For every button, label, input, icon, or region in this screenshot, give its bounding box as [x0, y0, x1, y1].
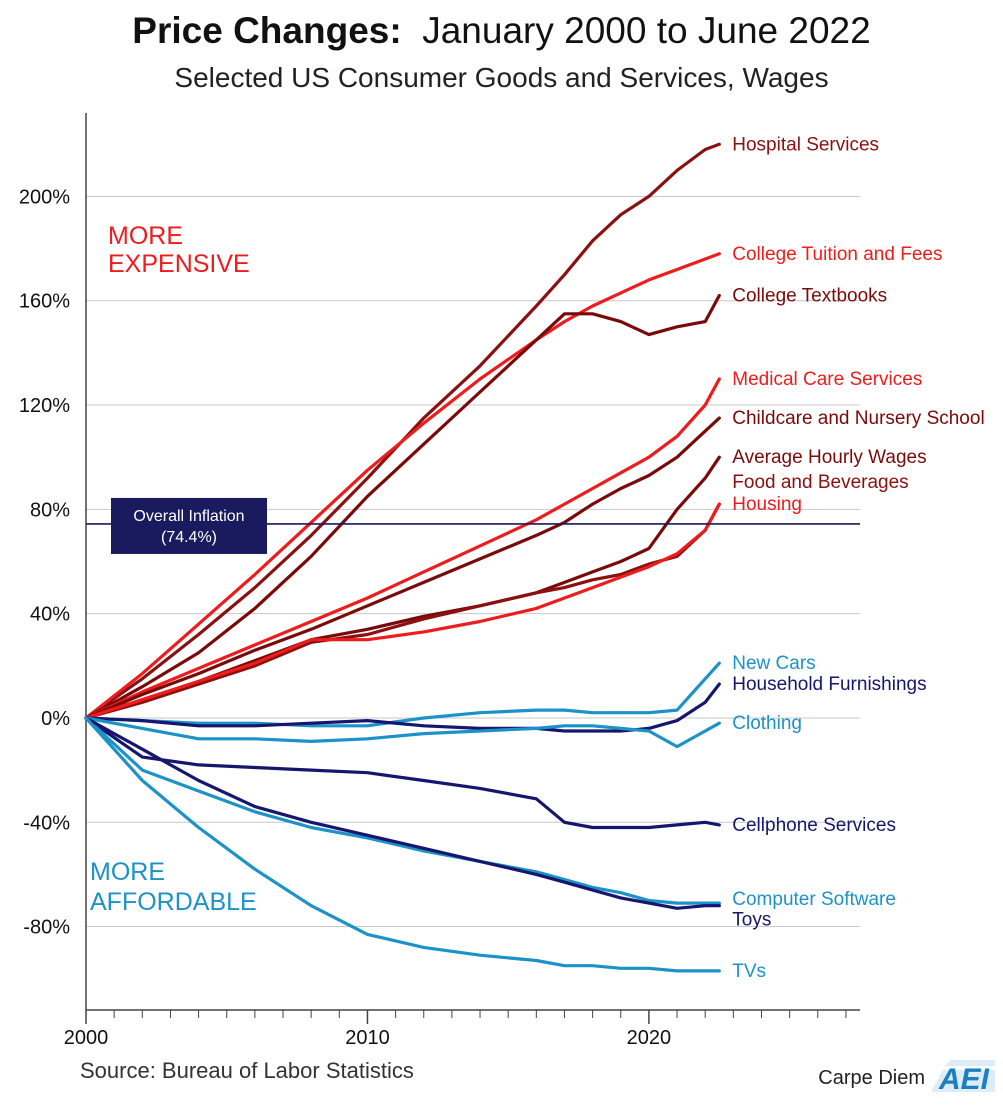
axes: 200% 160% 120% 80% 40% 0% -40% -80% 2000 2010 2020 [19, 113, 860, 1049]
grid-lines [86, 195, 860, 928]
series-label-housing: Housing [732, 494, 802, 515]
series-label-food-and-beverages: Food and Beverages [732, 472, 908, 493]
inflation-label: Overall Inflation [133, 508, 244, 525]
title-dates: January 2000 to June 2022 [422, 10, 871, 51]
series-line-medical-care-services [84, 377, 721, 720]
series-line-hospital-services [84, 142, 721, 720]
series-line-toys [84, 716, 721, 910]
series-label-tvs: TVs [732, 961, 766, 982]
series-line-clothing [84, 716, 721, 749]
y-tick-label: 120% [19, 395, 70, 417]
series-line-childcare-and-nursery-school [84, 416, 721, 720]
source-note: Source: Bureau of Labor Statistics [80, 1058, 414, 1083]
y-tick-label: 0% [41, 708, 70, 730]
x-tick-label: 2010 [345, 1027, 390, 1049]
series-label-medical-care-services: Medical Care Services [732, 369, 922, 390]
series-label-clothing: Clothing [732, 713, 802, 734]
series-labels: Hospital Services College Tuition and Fee… [732, 134, 984, 982]
series-line-computer-software [84, 716, 721, 905]
brand-text: Carpe Diem [818, 1067, 925, 1089]
chart-title: Price Changes: January 2000 to June 2022 [0, 10, 1003, 52]
y-tick-label: 80% [30, 499, 70, 521]
brand: Carpe Diem AEI [818, 1060, 995, 1092]
line-chart: 200% 160% 120% 80% 40% 0% -40% -80% 2000 2010 2020… [19, 113, 985, 1049]
series-label-household-furnishings: Household Furnishings [732, 674, 926, 695]
series-label-toys: Toys [732, 910, 771, 931]
series-label-hospital-services: Hospital Services [732, 134, 879, 155]
series-line-tvs [84, 716, 721, 973]
y-tick-label: -80% [23, 917, 70, 939]
y-tick-label: 160% [19, 291, 70, 313]
series-line-college-tuition-and-fees [84, 252, 721, 720]
title-bold: Price Changes: [132, 10, 402, 51]
more-expensive-label: EXPENSIVE [108, 250, 250, 278]
series-lines [84, 142, 721, 973]
series-label-average-hourly-wages: Average Hourly Wages [732, 447, 926, 468]
y-tick-label: 40% [30, 604, 70, 626]
y-tick-label: 200% [19, 186, 70, 208]
y-tick-label: -40% [23, 812, 70, 834]
series-label-cellphone-services: Cellphone Services [732, 815, 896, 836]
inflation-reference: Overall Inflation (74.4%) [86, 497, 860, 554]
inflation-label: (74.4%) [161, 529, 217, 546]
series-label-college-textbooks: College Textbooks [732, 286, 887, 307]
series-line-cellphone-services [84, 716, 721, 830]
x-tick-label: 2000 [64, 1027, 109, 1049]
series-label-childcare-and-nursery-school: Childcare and Nursery School [732, 408, 984, 429]
series-line-new-cars [84, 661, 721, 728]
svg-text:AEI: AEI [938, 1063, 990, 1092]
series-label-college-tuition-and-fees: College Tuition and Fees [732, 244, 942, 265]
aei-logo-icon: AEI [931, 1060, 995, 1092]
x-tick-label: 2020 [627, 1027, 672, 1049]
inflation-box [111, 497, 267, 554]
more-affordable-label: MORE [90, 858, 165, 886]
series-label-new-cars: New Cars [732, 653, 815, 674]
more-affordable-label: AFFORDABLE [90, 888, 257, 916]
series-line-housing [84, 502, 721, 720]
series-label-computer-software: Computer Software [732, 889, 896, 910]
more-expensive-label: MORE [108, 222, 183, 250]
chart-subtitle: Selected US Consumer Goods and Services,… [174, 62, 829, 93]
series-line-college-textbooks [84, 293, 721, 720]
